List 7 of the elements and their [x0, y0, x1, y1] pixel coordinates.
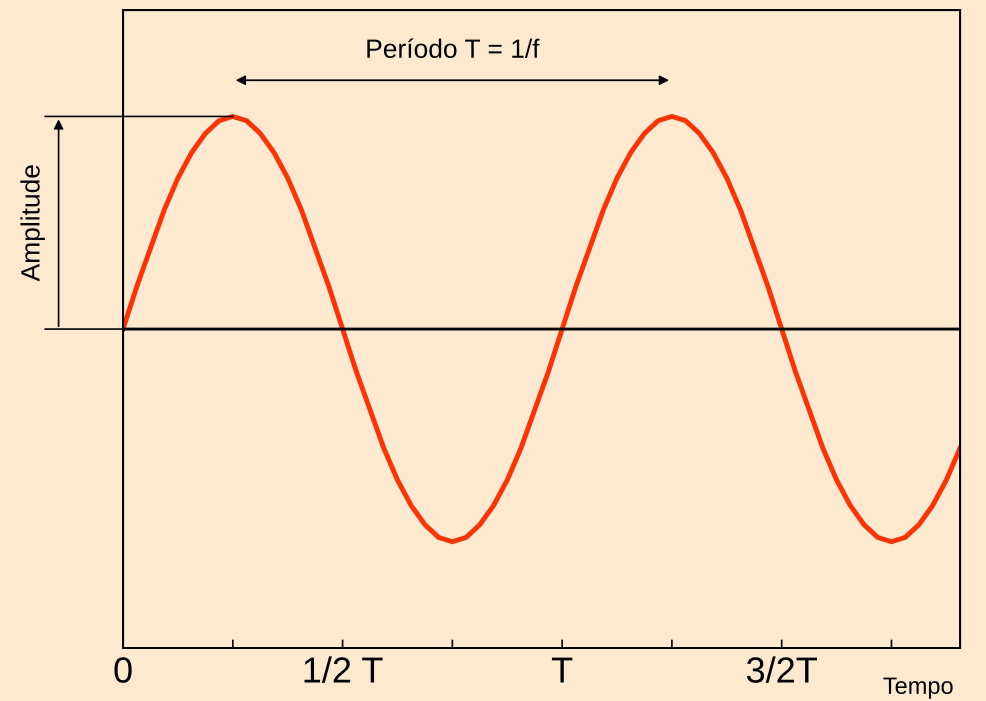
- x-tick-label: T: [552, 658, 572, 683]
- x-tick-label: 3/2T: [746, 656, 817, 683]
- x-tick-label: 1/2 T: [304, 656, 383, 683]
- x-axis-title: Tempo: [883, 678, 953, 699]
- x-tick-label: 0: [114, 657, 132, 683]
- text: Período T = 1/f: [367, 38, 540, 58]
- text: Amplitude: [20, 165, 45, 282]
